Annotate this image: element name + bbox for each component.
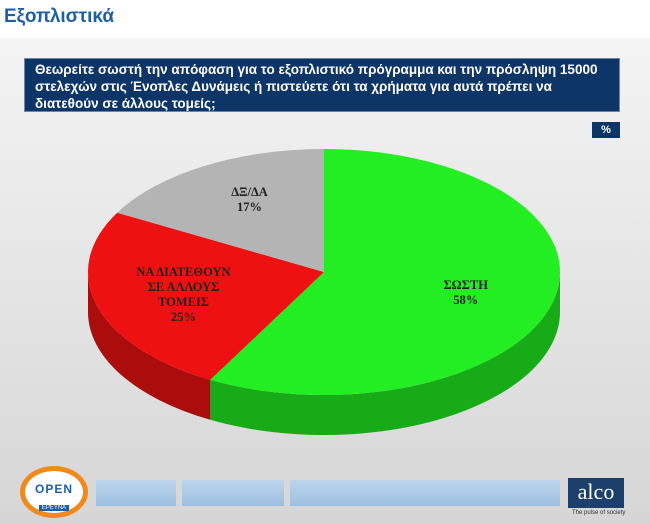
slide: Θεωρείτε σωστή την απόφαση για το εξοπλι… [0, 38, 650, 524]
category-label: ΔΞ/ΔΑ [231, 185, 268, 199]
pie-slice [210, 149, 560, 395]
value-label: 17% [237, 200, 263, 214]
footer-bar [290, 480, 560, 506]
slice-label: ΝΑ ΔΙΑΤΕΘΟΥΝ ΣΕ ΑΛΛΟΥΣ ΤΟΜΕΙΣ 25% [133, 265, 233, 325]
pie-chart [87, 149, 560, 435]
value-label: 25% [170, 310, 196, 325]
chart-title: Θεωρείτε σωστή την απόφαση για το εξοπλι… [24, 58, 620, 112]
pie-slice [87, 212, 324, 380]
alco-logo: alco [568, 478, 624, 508]
footer-bar [182, 480, 284, 506]
tagline: The pulse of society [572, 510, 626, 516]
page-heading: Εξοπλιστικά [4, 6, 115, 27]
logo-main: OPEN [34, 482, 73, 496]
footer-bar [96, 480, 176, 506]
pie-side [210, 272, 560, 435]
slice-label: ΔΞ/ΔΑ 17% [200, 185, 300, 215]
unit-label: % [592, 122, 620, 138]
category-label: ΣΩΣΤΗ [443, 277, 488, 292]
logo-sub: ΕΡΕΥΝΑ [38, 505, 70, 511]
slice-label: ΣΩΣΤΗ 58% [416, 278, 516, 308]
pie-slice [117, 149, 324, 272]
pie-side [88, 272, 211, 420]
category-label: ΝΑ ΔΙΑΤΕΘΟΥΝ ΣΕ ΑΛΛΟΥΣ ΤΟΜΕΙΣ [136, 265, 231, 310]
value-label: 58% [453, 292, 479, 307]
open-logo: OPEN ΕΡΕΥΝΑ [20, 466, 88, 518]
